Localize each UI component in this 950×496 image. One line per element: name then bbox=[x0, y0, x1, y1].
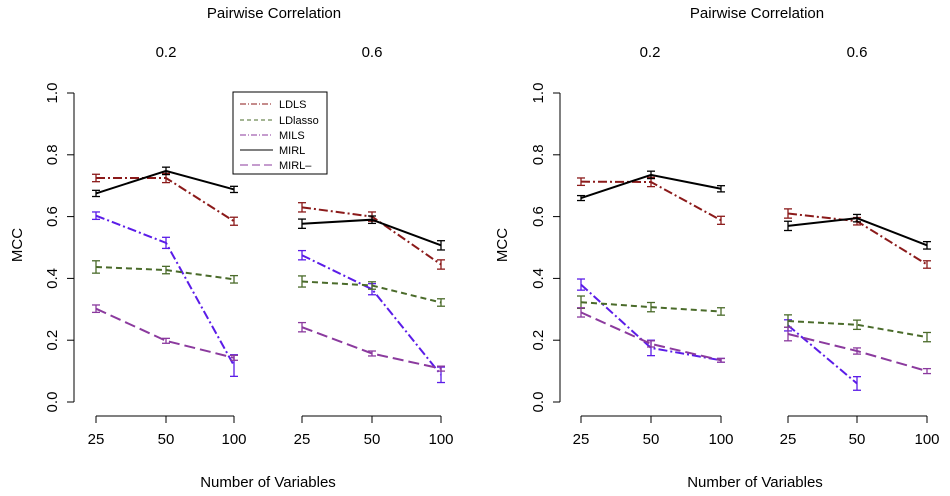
y-tick-label: 1.0 bbox=[530, 83, 547, 104]
series-layer bbox=[92, 166, 445, 384]
y-tick-label: 0.2 bbox=[530, 330, 547, 351]
series-line-mils bbox=[301, 254, 442, 376]
y-axis-label: MCC bbox=[494, 228, 511, 262]
series-line-mirl-minus bbox=[580, 311, 722, 362]
x-tick-label: 100 bbox=[221, 431, 246, 448]
y-tick-label: 0.0 bbox=[530, 392, 547, 413]
x-tick-label: 25 bbox=[780, 431, 797, 448]
legend-entry-ldls: LDLS bbox=[240, 99, 307, 111]
x-tick-label: 25 bbox=[88, 431, 105, 448]
chart-right: Pairwise Correlation 0.2 0.6 MCC Number … bbox=[494, 5, 940, 491]
y-tick-label: 1.0 bbox=[44, 83, 61, 104]
x-tick-label: 100 bbox=[428, 431, 453, 448]
x-tick-label: 25 bbox=[294, 431, 311, 448]
x-axis-label: Number of Variables bbox=[200, 474, 336, 491]
y-tick-label: 0.6 bbox=[530, 206, 547, 227]
y-tick-label: 0.8 bbox=[530, 144, 547, 165]
legend-entry-mils: MILS bbox=[240, 130, 305, 142]
y-tick-label: 0.2 bbox=[44, 330, 61, 351]
x-tick-label: 50 bbox=[364, 431, 381, 448]
legend-label-mirl-minus: MIRL– bbox=[279, 160, 312, 172]
x-tick-label: 100 bbox=[914, 431, 939, 448]
legend-label-mirl: MIRL bbox=[279, 145, 305, 157]
x-tick-label: 25 bbox=[573, 431, 590, 448]
x-tick-label: 50 bbox=[158, 431, 175, 448]
legend-box bbox=[232, 91, 328, 175]
series-line-mirl-minus bbox=[95, 307, 235, 359]
legend-label-mils: MILS bbox=[279, 130, 305, 142]
x-tick-label: 50 bbox=[849, 431, 866, 448]
series-line-mils bbox=[787, 324, 858, 385]
chart-title: Pairwise Correlation bbox=[690, 5, 824, 22]
legend-label-ldls: LDLS bbox=[279, 99, 307, 111]
group-label-0: 0.2 bbox=[156, 44, 177, 61]
legend-label-ldlasso: LDlasso bbox=[279, 115, 319, 127]
legend-entry-ldlasso: LDlasso bbox=[240, 115, 319, 127]
y-ticks: 0.0 0.2 0.4 0.6 0.8 1.0 bbox=[530, 83, 560, 413]
y-ticks: 0.0 0.2 0.4 0.6 0.8 1.0 bbox=[44, 83, 74, 413]
x-tick-label: 50 bbox=[643, 431, 660, 448]
legend: LDLS LDlasso MILS MIRL MIRL– bbox=[232, 91, 328, 175]
series-line-ldlasso bbox=[787, 320, 928, 339]
y-tick-label: 0.4 bbox=[530, 268, 547, 289]
x-tick-label: 100 bbox=[708, 431, 733, 448]
x-axis-label: Number of Variables bbox=[687, 474, 823, 491]
series-layer bbox=[577, 170, 931, 391]
group-label-0: 0.2 bbox=[640, 44, 661, 61]
group-label-1: 0.6 bbox=[362, 44, 383, 61]
series-line-ldls bbox=[580, 180, 722, 222]
chart-title: Pairwise Correlation bbox=[207, 5, 341, 22]
x-ticks: 25 50 100 25 50 100 bbox=[88, 416, 454, 448]
legend-entry-mirl-minus: MIRL– bbox=[240, 160, 312, 172]
y-axis-label: MCC bbox=[9, 228, 26, 262]
series-line-mils bbox=[580, 283, 722, 362]
chart-left: Pairwise Correlation 0.2 0.6 MCC Number … bbox=[9, 5, 454, 491]
y-tick-label: 0.6 bbox=[44, 206, 61, 227]
y-tick-label: 0.4 bbox=[44, 268, 61, 289]
y-tick-label: 0.0 bbox=[44, 392, 61, 413]
y-tick-label: 0.8 bbox=[44, 144, 61, 165]
group-label-1: 0.6 bbox=[847, 44, 868, 61]
x-ticks: 25 50 100 25 50 100 bbox=[573, 416, 940, 448]
legend-entry-mirl: MIRL bbox=[240, 145, 305, 157]
